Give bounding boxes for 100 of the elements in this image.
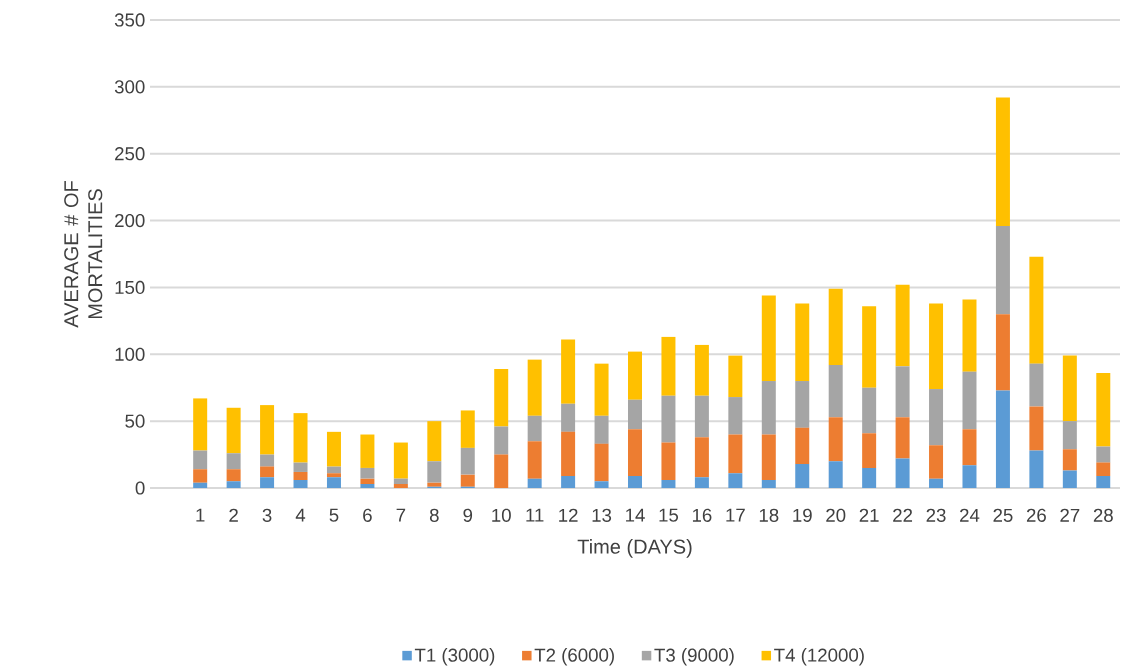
bar (929, 478, 944, 488)
bar (326, 477, 341, 488)
bar (293, 471, 308, 480)
bar (895, 417, 910, 459)
bar (460, 474, 475, 487)
x-tick-label: 19 (793, 508, 812, 522)
y-tick-label: 300 (114, 80, 145, 94)
bar (962, 299, 977, 372)
x-tick-label: 6 (363, 508, 372, 522)
bar (1029, 363, 1044, 407)
bar (694, 437, 709, 478)
bar (193, 450, 208, 470)
bar (594, 481, 609, 488)
bar (260, 405, 275, 455)
bar (828, 417, 843, 462)
bar (895, 366, 910, 418)
bar (293, 413, 308, 463)
bar (561, 339, 576, 404)
bar (795, 427, 810, 464)
bar (929, 389, 944, 446)
bar (728, 355, 743, 398)
bar (393, 483, 408, 488)
x-axis-title: Time (DAYS) (577, 539, 692, 558)
x-tick-label: 13 (592, 508, 612, 522)
bar (427, 421, 442, 462)
bar (360, 478, 375, 484)
bar (427, 482, 442, 487)
bar (193, 398, 208, 451)
bar (594, 443, 609, 482)
x-tick-label: 11 (526, 508, 544, 522)
x-tick-label: 15 (659, 508, 679, 522)
bar (1029, 256, 1044, 364)
bar (1096, 373, 1111, 447)
bar (728, 434, 743, 474)
bar (628, 429, 642, 476)
x-tick-label: 12 (559, 508, 578, 522)
x-tick-label: 22 (893, 508, 913, 522)
y-axis-title: AVERAGE # OF MORTALITIES (64, 181, 103, 328)
bar (828, 364, 843, 418)
bar (594, 363, 609, 416)
bar (260, 477, 275, 488)
bar (828, 288, 843, 365)
bar (494, 426, 509, 455)
bar (995, 225, 1010, 315)
bar (995, 97, 1010, 226)
x-tick-label: 1 (196, 508, 205, 522)
x-tick-label: 14 (626, 508, 645, 522)
bar (661, 336, 676, 396)
bar (628, 351, 642, 400)
bar (929, 303, 944, 390)
bar (862, 387, 877, 434)
bar (561, 475, 576, 488)
bar (393, 442, 408, 479)
legend-label: T1 (3000) (414, 648, 495, 666)
bar (1096, 475, 1111, 488)
x-tick-label: 9 (463, 508, 473, 522)
bar (995, 314, 1010, 391)
bar (527, 478, 542, 488)
bar (1029, 406, 1044, 451)
bar (360, 467, 375, 479)
bar (326, 431, 341, 467)
x-tick-label: 28 (1093, 508, 1113, 522)
bar (460, 410, 475, 448)
bar (193, 469, 208, 483)
bar (226, 407, 241, 454)
x-tick-label: 8 (429, 508, 439, 522)
bar (293, 479, 308, 488)
bar (628, 475, 642, 488)
y-tick-label: 0 (135, 481, 145, 495)
bar (360, 483, 375, 488)
bar (628, 399, 642, 430)
x-tick-label: 24 (960, 508, 980, 522)
y-tick-label: 250 (115, 147, 145, 161)
bar (1096, 446, 1111, 463)
bar (862, 433, 877, 468)
legend-label: T2 (6000) (534, 648, 614, 666)
bar (1062, 355, 1077, 422)
y-tick-label: 100 (115, 347, 145, 361)
x-tick-label: 3 (262, 508, 272, 522)
x-tick-label: 7 (396, 508, 406, 522)
bar (226, 453, 241, 470)
x-tick-label: 16 (692, 508, 712, 522)
bar (360, 434, 375, 468)
bar (494, 368, 509, 427)
bar (962, 465, 977, 488)
x-tick-label: 18 (759, 508, 779, 522)
bar (661, 442, 676, 480)
bar (460, 447, 475, 475)
bar (561, 431, 576, 476)
bar (862, 467, 877, 488)
bar (1096, 462, 1111, 476)
bar (761, 381, 776, 435)
bar (694, 477, 709, 488)
x-tick-label: 10 (492, 508, 511, 522)
y-tick-label: 200 (115, 213, 145, 228)
bar (594, 415, 609, 444)
x-tick-label: 17 (726, 508, 745, 522)
bar (761, 295, 776, 382)
bar (661, 479, 676, 488)
bar (895, 284, 910, 367)
